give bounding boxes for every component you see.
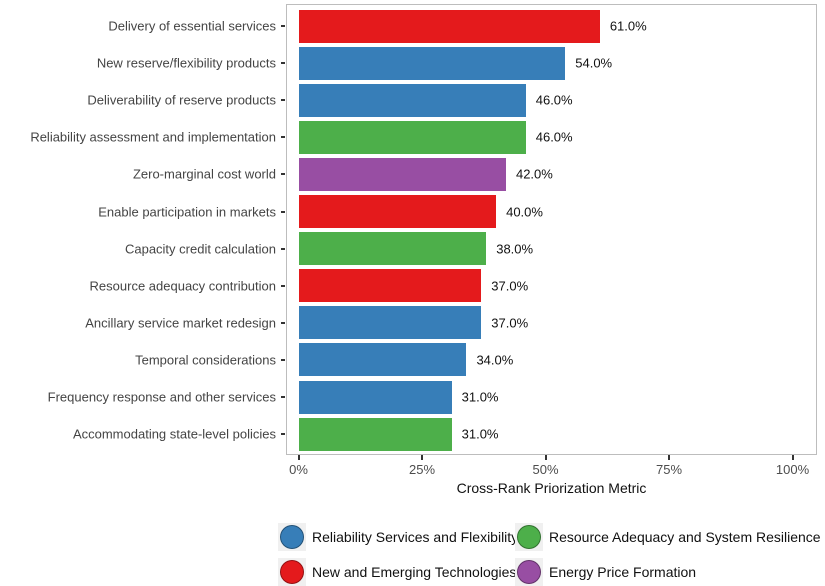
bar-value-label: 37.0% xyxy=(491,278,529,294)
bar xyxy=(298,46,566,80)
y-axis-tick xyxy=(281,433,285,436)
bar-value-label: 40.0% xyxy=(506,204,543,219)
y-axis-tick xyxy=(281,99,285,102)
category-label: Deliverability of reserve products xyxy=(87,92,276,108)
category-label: Enable participation in markets xyxy=(98,204,276,219)
legend-item: Resource Adequacy and System Resilience xyxy=(515,523,821,551)
bar xyxy=(298,343,467,377)
category-label: Resource adequacy contribution xyxy=(89,278,276,294)
legend-key xyxy=(278,558,306,586)
bar-value-label: 38.0% xyxy=(496,241,534,257)
category-label: New reserve/flexibility products xyxy=(96,55,276,71)
category-label: Capacity credit calculation xyxy=(124,241,276,257)
x-axis-tick-label: 0% xyxy=(289,462,308,477)
x-axis-tick xyxy=(421,455,423,460)
bar xyxy=(298,120,526,154)
bar xyxy=(298,380,452,414)
x-axis-tick-label: 100% xyxy=(775,462,810,477)
category-label: Zero-marginal cost world xyxy=(132,166,276,182)
bar-value-label: 61.0% xyxy=(609,18,647,34)
category-label: Temporal considerations xyxy=(135,352,276,368)
bar-value-label: 37.0% xyxy=(491,315,529,331)
x-axis-tick xyxy=(544,455,547,460)
legend-label: New and Emerging Technologies xyxy=(312,564,517,580)
bar-value-label: 34.0% xyxy=(476,352,514,368)
y-axis-tick xyxy=(281,210,285,213)
category-label: Reliability assessment and implementatio… xyxy=(30,129,276,145)
bar xyxy=(298,269,482,303)
bar-value-label: 46.0% xyxy=(535,92,573,108)
y-axis-tick xyxy=(281,25,285,27)
x-axis-tick-label: 75% xyxy=(655,462,683,477)
y-axis-tick xyxy=(281,396,285,398)
y-axis-tick xyxy=(281,247,285,250)
x-axis-tick xyxy=(791,455,794,460)
legend-swatch-circle xyxy=(280,525,304,549)
x-axis-tick-label: 25% xyxy=(408,462,436,477)
legend-item: New and Emerging Technologies xyxy=(278,558,516,586)
category-label: Accommodating state-level policies xyxy=(72,426,276,442)
category-label: Ancillary service market redesign xyxy=(85,315,276,331)
y-axis-tick xyxy=(281,62,285,65)
legend-key xyxy=(515,523,543,551)
y-axis-tick xyxy=(281,358,285,361)
bar-value-label: 54.0% xyxy=(575,55,613,71)
category-label: Delivery of essential services xyxy=(108,18,276,34)
bar-value-label: 46.0% xyxy=(535,129,573,145)
legend-label: Resource Adequacy and System Resilience xyxy=(549,529,821,545)
legend-key xyxy=(515,558,543,586)
bar-value-label: 42.0% xyxy=(515,166,553,182)
bar xyxy=(298,232,487,266)
x-axis-title: Cross-Rank Priorization Metric xyxy=(456,480,647,496)
x-axis-tick xyxy=(668,455,670,460)
bar xyxy=(298,306,482,340)
x-axis-tick xyxy=(297,455,300,460)
y-axis-tick xyxy=(281,284,285,287)
legend-label: Energy Price Formation xyxy=(549,564,697,580)
y-axis-tick xyxy=(281,321,285,324)
bar xyxy=(298,9,600,43)
y-axis-tick xyxy=(281,173,285,176)
bar xyxy=(298,83,526,117)
bar xyxy=(298,417,452,451)
legend-key xyxy=(278,523,306,551)
bar xyxy=(298,157,506,191)
bar-value-label: 31.0% xyxy=(461,389,499,405)
x-axis-tick-label: 50% xyxy=(532,462,559,477)
bar-value-label: 31.0% xyxy=(461,426,499,442)
legend-item: Energy Price Formation xyxy=(515,558,696,586)
category-label: Frequency response and other services xyxy=(47,389,276,405)
bar xyxy=(298,195,497,228)
legend-swatch-circle xyxy=(280,560,304,584)
legend-swatch-circle xyxy=(517,560,541,584)
legend-swatch-circle xyxy=(517,525,541,549)
legend-item: Reliability Services and Flexibility xyxy=(278,523,518,551)
y-axis-tick xyxy=(281,136,285,139)
legend-label: Reliability Services and Flexibility xyxy=(312,529,519,545)
